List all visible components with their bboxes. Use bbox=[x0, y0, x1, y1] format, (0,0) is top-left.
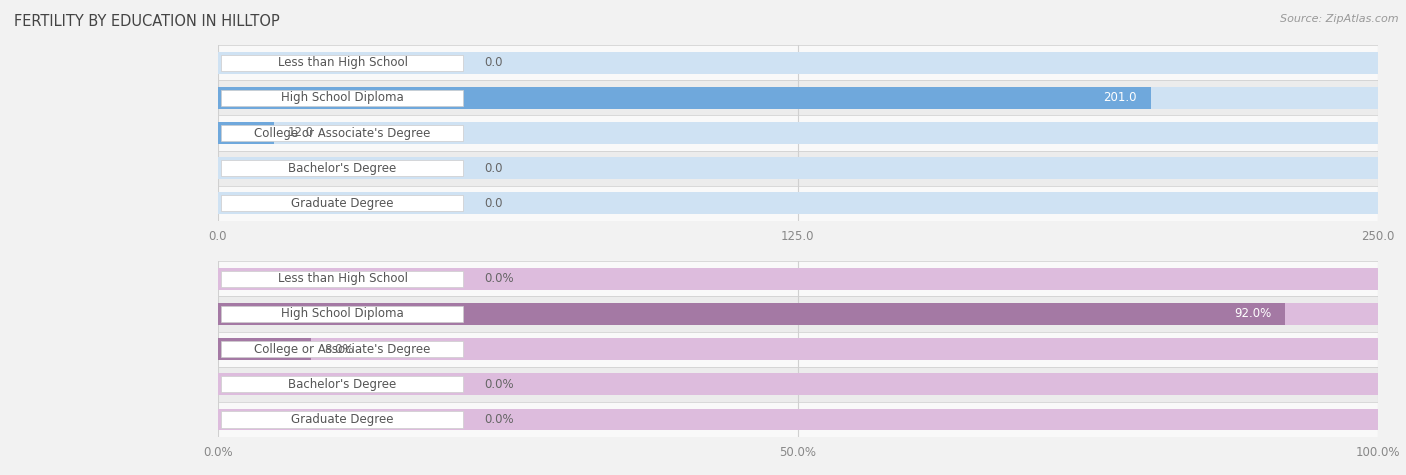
Text: 201.0: 201.0 bbox=[1104, 91, 1136, 104]
Text: High School Diploma: High School Diploma bbox=[281, 307, 404, 321]
Text: Bachelor's Degree: Bachelor's Degree bbox=[288, 378, 396, 391]
Text: 8.0%: 8.0% bbox=[325, 342, 354, 356]
Bar bbox=[218, 122, 1378, 144]
Bar bbox=[221, 125, 464, 141]
Text: Graduate Degree: Graduate Degree bbox=[291, 413, 394, 426]
Bar bbox=[221, 271, 464, 287]
Text: 0.0%: 0.0% bbox=[485, 272, 515, 285]
Text: Bachelor's Degree: Bachelor's Degree bbox=[288, 162, 396, 175]
Text: 0.0: 0.0 bbox=[485, 197, 503, 210]
Bar bbox=[218, 338, 1378, 360]
Text: College or Associate's Degree: College or Associate's Degree bbox=[254, 126, 430, 140]
Bar bbox=[218, 402, 1378, 437]
Text: 0.0%: 0.0% bbox=[485, 413, 515, 426]
Bar bbox=[218, 367, 1378, 402]
Bar bbox=[218, 87, 1378, 109]
Text: High School Diploma: High School Diploma bbox=[281, 91, 404, 104]
Bar bbox=[218, 268, 1378, 290]
Bar bbox=[218, 303, 1378, 325]
Bar bbox=[218, 303, 1285, 325]
Bar bbox=[218, 122, 274, 144]
Text: 92.0%: 92.0% bbox=[1234, 307, 1271, 321]
Bar bbox=[221, 341, 464, 357]
Text: Less than High School: Less than High School bbox=[277, 272, 408, 285]
Text: Less than High School: Less than High School bbox=[277, 56, 408, 69]
Text: 0.0: 0.0 bbox=[485, 162, 503, 175]
Bar bbox=[218, 87, 1150, 109]
Bar bbox=[218, 186, 1378, 221]
Bar bbox=[218, 338, 311, 360]
Bar bbox=[218, 151, 1378, 186]
Bar bbox=[218, 332, 1378, 367]
Bar bbox=[218, 192, 1378, 214]
Bar bbox=[218, 45, 1378, 80]
Bar bbox=[218, 52, 1378, 74]
Bar bbox=[218, 261, 1378, 296]
Bar bbox=[221, 306, 464, 322]
Bar bbox=[221, 376, 464, 392]
Text: 0.0%: 0.0% bbox=[485, 378, 515, 391]
Bar bbox=[221, 160, 464, 176]
Bar bbox=[221, 411, 464, 428]
Bar bbox=[218, 157, 1378, 179]
Bar bbox=[218, 80, 1378, 115]
Text: FERTILITY BY EDUCATION IN HILLTOP: FERTILITY BY EDUCATION IN HILLTOP bbox=[14, 14, 280, 29]
Text: Source: ZipAtlas.com: Source: ZipAtlas.com bbox=[1281, 14, 1399, 24]
Text: Graduate Degree: Graduate Degree bbox=[291, 197, 394, 210]
Bar bbox=[221, 90, 464, 106]
Text: 12.0: 12.0 bbox=[287, 126, 314, 140]
Bar bbox=[218, 115, 1378, 151]
Bar bbox=[221, 195, 464, 211]
Bar bbox=[218, 408, 1378, 430]
Text: College or Associate's Degree: College or Associate's Degree bbox=[254, 342, 430, 356]
Text: 0.0: 0.0 bbox=[485, 56, 503, 69]
Bar bbox=[218, 373, 1378, 395]
Bar bbox=[218, 296, 1378, 332]
Bar bbox=[221, 55, 464, 71]
